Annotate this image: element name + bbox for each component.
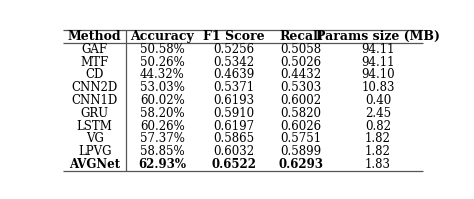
Text: 50.58%: 50.58%: [140, 43, 184, 56]
Text: 0.6032: 0.6032: [213, 145, 254, 158]
Text: 0.5058: 0.5058: [281, 43, 322, 56]
Text: 0.82: 0.82: [365, 120, 391, 133]
Text: 0.5910: 0.5910: [213, 107, 254, 120]
Text: 0.6002: 0.6002: [281, 94, 322, 107]
Text: Params size (MB): Params size (MB): [316, 30, 440, 43]
Text: 0.6293: 0.6293: [279, 158, 324, 171]
Text: 1.83: 1.83: [365, 158, 391, 171]
Text: 0.5865: 0.5865: [213, 133, 254, 145]
Text: VG: VG: [86, 133, 103, 145]
Text: 94.10: 94.10: [361, 68, 395, 81]
Text: 0.5342: 0.5342: [213, 56, 254, 68]
Text: GAF: GAF: [82, 43, 108, 56]
Text: 1.82: 1.82: [365, 133, 391, 145]
Text: LPVG: LPVG: [78, 145, 111, 158]
Text: 0.6522: 0.6522: [211, 158, 256, 171]
Text: 0.4432: 0.4432: [281, 68, 322, 81]
Text: Accuracy: Accuracy: [130, 30, 194, 43]
Text: 2.45: 2.45: [365, 107, 391, 120]
Text: CNN1D: CNN1D: [72, 94, 118, 107]
Text: 44.32%: 44.32%: [140, 68, 184, 81]
Text: F1 Score: F1 Score: [203, 30, 264, 43]
Text: 50.26%: 50.26%: [140, 56, 184, 68]
Text: 0.40: 0.40: [365, 94, 391, 107]
Text: 1.82: 1.82: [365, 145, 391, 158]
Text: 0.4639: 0.4639: [213, 68, 255, 81]
Text: 58.20%: 58.20%: [140, 107, 184, 120]
Text: 0.5751: 0.5751: [281, 133, 322, 145]
Text: 0.6026: 0.6026: [281, 120, 322, 133]
Text: LSTM: LSTM: [77, 120, 112, 133]
Text: 53.03%: 53.03%: [140, 81, 184, 94]
Text: 94.11: 94.11: [361, 56, 395, 68]
Text: 62.93%: 62.93%: [138, 158, 186, 171]
Text: AVGNet: AVGNet: [69, 158, 120, 171]
Text: 0.6197: 0.6197: [213, 120, 254, 133]
Text: 58.85%: 58.85%: [140, 145, 184, 158]
Text: 57.37%: 57.37%: [140, 133, 184, 145]
Text: 0.5899: 0.5899: [281, 145, 322, 158]
Text: Recall: Recall: [279, 30, 323, 43]
Text: MTF: MTF: [81, 56, 109, 68]
Text: 0.5256: 0.5256: [213, 43, 254, 56]
Text: CNN2D: CNN2D: [72, 81, 118, 94]
Text: 60.26%: 60.26%: [140, 120, 184, 133]
Text: CD: CD: [85, 68, 104, 81]
Text: GRU: GRU: [81, 107, 109, 120]
Text: 10.83: 10.83: [361, 81, 395, 94]
Text: 0.5303: 0.5303: [281, 81, 322, 94]
Text: 94.11: 94.11: [361, 43, 395, 56]
Text: 60.02%: 60.02%: [140, 94, 184, 107]
Text: 0.5371: 0.5371: [213, 81, 254, 94]
Text: 0.5820: 0.5820: [281, 107, 322, 120]
Text: Method: Method: [68, 30, 121, 43]
Text: 0.5026: 0.5026: [281, 56, 322, 68]
Text: 0.6193: 0.6193: [213, 94, 254, 107]
